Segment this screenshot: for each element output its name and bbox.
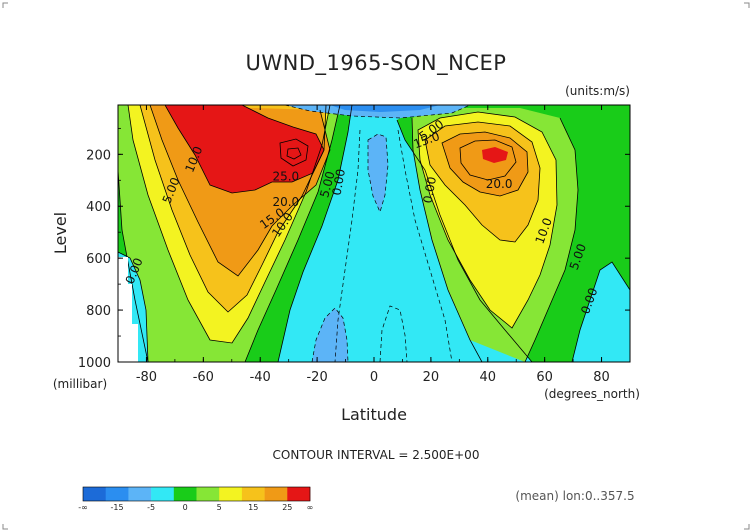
- x-tick-label: -20: [306, 370, 327, 385]
- contour-line: [118, 169, 149, 362]
- y-tick-label: 800: [86, 304, 111, 319]
- contour-line: [286, 147, 302, 160]
- contour-label: 0.00: [330, 168, 348, 197]
- x-tick-label: 40: [480, 370, 497, 385]
- colorbar-swatch: [173, 487, 197, 501]
- missing-data-block: [118, 324, 138, 362]
- band-n-27-5: [482, 147, 508, 163]
- contour-line: [411, 117, 483, 362]
- contour-line-negative: [334, 129, 361, 362]
- contour-label: 5.00: [317, 170, 337, 199]
- chart-title: UWND_1965-SON_NCEP: [246, 51, 507, 76]
- contour-label: 0.00: [421, 176, 439, 205]
- colorbar-label: -5: [147, 503, 155, 512]
- x-axis-title: Latitude: [341, 405, 407, 424]
- missing-data-mask: [118, 257, 138, 362]
- x-tick-label: 60: [536, 370, 553, 385]
- contour-field: [118, 105, 630, 362]
- contour-line-negative: [284, 105, 471, 119]
- contour-line: [277, 105, 353, 362]
- missing-data-block: [118, 257, 128, 284]
- contour-label: 20.0: [486, 177, 513, 191]
- colorbar-swatch: [151, 487, 175, 501]
- colorbar-swatch: [241, 487, 265, 501]
- colorbar-label: 15: [248, 503, 258, 512]
- contour-line: [244, 105, 341, 362]
- band-n-25: [442, 132, 528, 196]
- x-tick-label: 0: [370, 370, 378, 385]
- x-tick-label: -40: [250, 370, 271, 385]
- colorbar-frame: [82, 486, 311, 502]
- contour-line-negative: [397, 129, 453, 362]
- band-neg-upper: [368, 134, 388, 212]
- colorbar-swatch: [287, 487, 311, 501]
- contour-interval: CONTOUR INTERVAL = 2.500E+00: [273, 448, 480, 462]
- colorbar-label: -∞: [78, 503, 88, 512]
- colorbar-swatch: [196, 487, 220, 501]
- colorbar-swatch: [128, 487, 152, 501]
- y-axis-title: Level: [51, 212, 70, 254]
- contour-line: [164, 105, 325, 194]
- colorbar-swatch: [83, 487, 106, 501]
- contour-lines: [118, 105, 630, 362]
- y-tick-label: 400: [86, 200, 111, 215]
- units-label: (units:m/s): [565, 84, 630, 98]
- colorbar-label: 5: [217, 503, 222, 512]
- missing-data-block: [118, 284, 132, 324]
- contour-line: [127, 105, 331, 344]
- contour-line: [571, 261, 630, 362]
- x-tick-label: 20: [423, 370, 440, 385]
- x-axis-units: (degrees_north): [544, 387, 640, 401]
- y-tick-label: 600: [86, 252, 111, 267]
- contour-label: 20.0: [272, 195, 299, 209]
- y-axis-units: (millibar): [53, 377, 107, 391]
- contour-line: [417, 111, 558, 329]
- colorbar-swatch: [264, 487, 288, 501]
- contour-line: [279, 138, 309, 167]
- contour-line: [424, 121, 541, 243]
- contour-line: [396, 119, 533, 362]
- x-tick-label: 80: [593, 370, 610, 385]
- x-tick-label: -60: [193, 370, 214, 385]
- band-neg-lower: [312, 308, 348, 362]
- colorbar-label: 0: [183, 503, 188, 512]
- footnote: (mean) lon:0..357.5: [515, 489, 634, 503]
- y-axis: 200 400 600 800 1000: [78, 127, 630, 371]
- negative-contours: [284, 105, 471, 362]
- contour-line-negative: [367, 133, 389, 214]
- contour-line: [139, 105, 327, 313]
- colorbar: -∞ -15 -5 0 5 15 25 ∞: [78, 486, 314, 512]
- contour-line-negative: [379, 305, 408, 362]
- contour-label: 25.0: [272, 169, 299, 183]
- colorbar-label: ∞: [307, 503, 314, 512]
- contour-line: [149, 105, 331, 277]
- y-tick-label: 1000: [78, 356, 111, 371]
- contour-line: [118, 251, 149, 362]
- contour-line: [459, 139, 517, 181]
- colorbar-label: 25: [282, 503, 292, 512]
- colorbar-label: -15: [111, 503, 124, 512]
- band-s-30: [165, 105, 324, 193]
- colorbar-swatch: [105, 487, 129, 501]
- contour-line: [441, 131, 529, 197]
- x-tick-label: -80: [136, 370, 157, 385]
- contour-line-negative: [311, 307, 349, 362]
- colorbar-swatch: [219, 487, 243, 501]
- contour-line: [524, 117, 579, 362]
- band-neg-top-core: [330, 105, 440, 112]
- y-tick-label: 200: [86, 148, 111, 163]
